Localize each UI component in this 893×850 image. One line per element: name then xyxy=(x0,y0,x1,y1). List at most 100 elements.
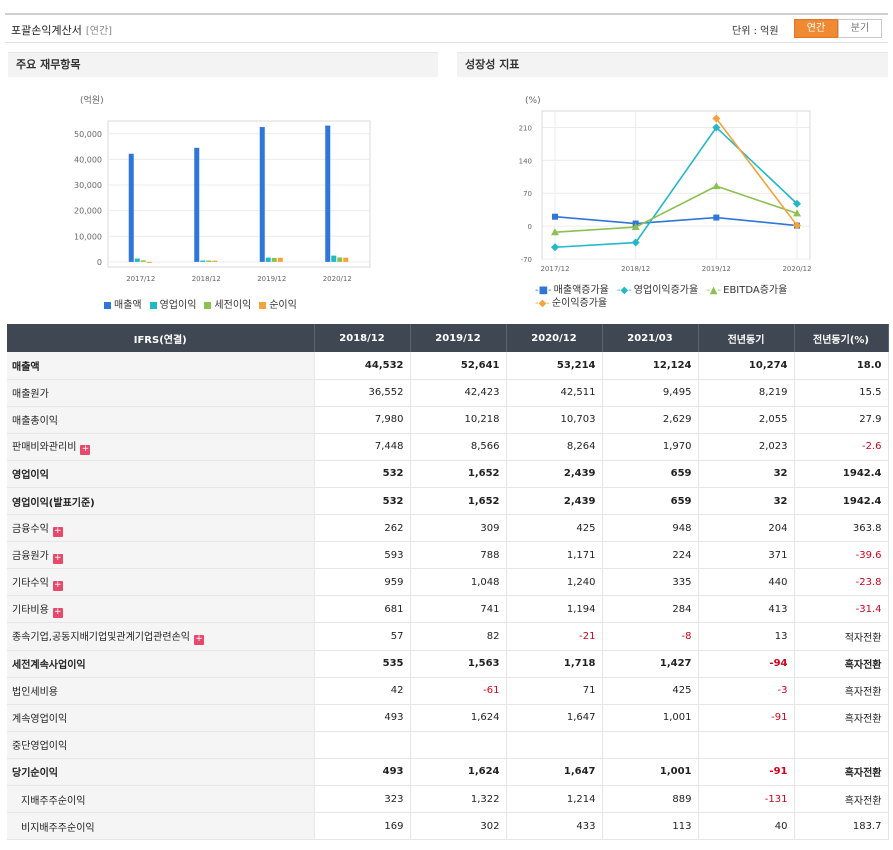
bar-1-0[interactable] xyxy=(134,258,140,262)
table-row: 금융수익 +262 309 425 948 204 363.8 xyxy=(7,514,889,543)
bar-3-2[interactable] xyxy=(277,257,283,262)
row-label[interactable]: 종속기업,공동지배기업및관계기업관련손익 + xyxy=(7,622,315,651)
row-label-text: 기타수익 xyxy=(12,577,49,589)
bar-0-3[interactable] xyxy=(325,125,331,262)
row-label: 계속영업이익 xyxy=(7,704,315,732)
row-label[interactable]: 판매비와관리비 + xyxy=(7,433,315,461)
row-label[interactable]: 기타비용 + xyxy=(7,595,315,624)
expand-plus-icon[interactable]: + xyxy=(52,552,63,564)
row-label-text: 매출총이익 xyxy=(12,416,58,428)
expand-plus-icon[interactable]: + xyxy=(80,444,91,456)
table-cell: 18.0 xyxy=(794,352,889,380)
line-point-0-2[interactable] xyxy=(713,214,720,221)
table-cell xyxy=(314,731,411,759)
line-point-2-0[interactable] xyxy=(551,228,559,236)
legend-marker-icon: -◆- xyxy=(616,285,632,296)
table-cell: 7,448 xyxy=(314,433,411,461)
table-cell: 1,322 xyxy=(410,785,507,814)
table-cell: -94 xyxy=(698,650,795,678)
row-label[interactable]: 금융수익 + xyxy=(7,514,315,543)
row-label-text: 비지배주주순이익 xyxy=(21,822,95,834)
row-label-text: 매출액 xyxy=(12,361,40,373)
table-cell: 593 xyxy=(314,541,411,570)
table-cell: 36,552 xyxy=(314,379,411,407)
table-cell: 32 xyxy=(698,487,795,516)
table-cell: 흑자전환 xyxy=(794,758,889,787)
line-point-0-0[interactable] xyxy=(552,213,558,220)
bar-3-0[interactable] xyxy=(146,261,152,263)
table-cell: 1,624 xyxy=(410,704,507,732)
table-header-row: IFRS(연결) 2018/12 2019/12 2020/12 2021/03 전년동기… xyxy=(7,324,889,352)
row-label-text: 판매비와관리비 xyxy=(12,442,77,454)
row-label[interactable]: 기타수익 + xyxy=(7,568,315,597)
line-point-2-1[interactable] xyxy=(631,223,640,231)
line-point-1-0[interactable] xyxy=(551,243,559,252)
bar-1-2[interactable] xyxy=(265,257,271,262)
line-point-1-3[interactable] xyxy=(793,199,801,208)
line-point-2-2[interactable] xyxy=(712,182,721,190)
table-cell xyxy=(506,731,603,759)
table-cell xyxy=(698,731,795,759)
table-row: 종속기업,공동지배기업및관계기업관련손익 +57 82 -21 -8 13 적자전환 xyxy=(7,622,889,651)
row-label-text: 지배주주순이익 xyxy=(21,795,86,807)
bar-legend-item: 순이익 xyxy=(259,300,297,311)
bar-2-2[interactable] xyxy=(271,257,277,262)
key-financials-panel: 주요 재무항목 (억원) 50,000 40,000 30,000 20,000 10,… xyxy=(8,52,438,311)
bar-0-2[interactable] xyxy=(259,127,265,262)
table-cell: 1,001 xyxy=(602,758,699,787)
line-point-2-3[interactable] xyxy=(793,209,801,217)
table-cell: 9,495 xyxy=(602,379,699,407)
expand-plus-icon[interactable]: + xyxy=(52,606,63,618)
row-label[interactable]: 금융원가 + xyxy=(7,541,315,570)
line-y-tick-label: 140 xyxy=(519,157,532,165)
table-cell: 532 xyxy=(314,487,411,516)
bar-3-3[interactable] xyxy=(343,257,349,262)
bar-2-1[interactable] xyxy=(206,260,212,262)
line-point-1-1[interactable] xyxy=(631,238,640,247)
bar-legend-item: 영업이익 xyxy=(149,300,196,311)
table-cell: -21 xyxy=(506,622,603,651)
legend-label: 세전이익 xyxy=(214,300,252,311)
table-cell: 1,048 xyxy=(410,568,507,597)
header-ifrs: IFRS(연결) xyxy=(7,324,315,352)
expand-plus-icon[interactable]: + xyxy=(52,579,63,591)
line-point-1-2[interactable] xyxy=(712,123,721,132)
unit-label: 단위 : 억원 xyxy=(732,26,779,37)
bar-x-tick-label: 2017/12 xyxy=(126,275,155,283)
table-cell: -31.4 xyxy=(794,595,889,624)
table-row: 법인세비용 42 -61 71 425 -3 흑자전환 xyxy=(7,677,889,705)
table-cell: 1,427 xyxy=(602,650,699,678)
legend-label: 영업이익증가율 xyxy=(633,285,699,296)
bar-legend-item: 매출액 xyxy=(104,300,142,311)
bar-2-0[interactable] xyxy=(140,260,146,262)
legend-marker-icon: -■- xyxy=(535,285,552,296)
line-point-3-1[interactable] xyxy=(793,221,801,230)
table-cell xyxy=(794,731,889,759)
row-label-text: 세전계속사업이익 xyxy=(12,660,86,672)
bar-2-3[interactable] xyxy=(337,257,343,262)
table-cell: 440 xyxy=(698,568,795,597)
expand-plus-icon[interactable]: + xyxy=(52,525,63,537)
toggle-quarter-button[interactable]: 분기 xyxy=(838,19,882,38)
header-period-5: 전년동기 xyxy=(698,324,795,352)
toggle-annual-button[interactable]: 연간 xyxy=(794,19,838,38)
expand-plus-icon[interactable]: + xyxy=(193,633,204,645)
line-legend-item: -◆- 영업이익증가율 xyxy=(617,285,698,296)
bar-0-1[interactable] xyxy=(194,147,200,262)
line-y-tick-label: 70 xyxy=(523,190,532,198)
growth-indicators-panel: 성장성 지표 (%) 210 140 70 0 -70 2017/12 2018/12 201… xyxy=(457,52,888,309)
table-cell: 169 xyxy=(314,812,411,841)
table-cell: 27.9 xyxy=(794,406,889,434)
bar-3-1[interactable] xyxy=(212,260,218,262)
table-cell: 71 xyxy=(506,677,603,705)
table-cell: 40 xyxy=(698,812,795,841)
bar-1-3[interactable] xyxy=(331,255,337,262)
legend-swatch xyxy=(149,302,157,309)
key-financials-title: 주요 재무항목 xyxy=(8,52,438,77)
bar-y-tick-label: 50,000 xyxy=(74,130,102,139)
line-point-3-0[interactable] xyxy=(712,114,721,123)
bar-0-0[interactable] xyxy=(128,153,134,262)
table-cell: -91 xyxy=(698,758,795,787)
bar-1-1[interactable] xyxy=(200,260,206,262)
table-cell: 1942.4 xyxy=(794,487,889,516)
